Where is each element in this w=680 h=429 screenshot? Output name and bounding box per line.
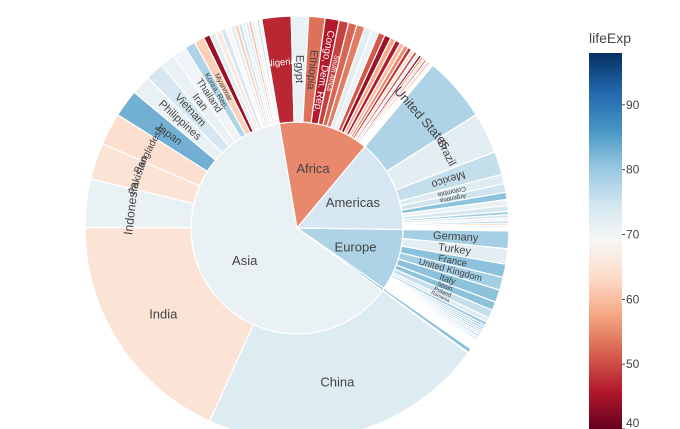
country-label-germany: Germany [433,230,479,245]
country-label-ethiopia: Ethiopia [304,49,320,91]
country-sector-india[interactable] [84,226,255,422]
continent-label-americas: Americas [326,195,381,210]
colorbar-ticks: 40 50 60 70 80 90 [622,98,640,429]
continent-label-europe: Europe [335,239,377,254]
colorbar-title: lifeExp [589,30,631,46]
colorbar-gradient [589,53,622,429]
country-sector-china[interactable] [208,289,469,429]
colorbar-tick-label: 50 [626,357,640,371]
continent-label-asia: Asia [232,253,258,268]
continent-label-africa: Africa [296,161,330,176]
country-label-indonesia: Indonesia [121,181,141,236]
country-label-china: China [320,374,355,389]
country-label-egypt: Egypt [293,55,305,83]
country-label-turkey: Turkey [437,241,472,257]
colorbar-tick-label: 70 [626,228,640,242]
colorbar-tick-label: 90 [626,98,640,112]
colorbar-tick-label: 60 [626,292,640,306]
country-sector[interactable] [402,228,510,232]
colorbar-tick-label: 40 [626,416,640,429]
country-label-nigeria: Nigeria [265,55,296,69]
country-label-argentina: Argentina [439,192,467,204]
colorbar-tick-label: 80 [626,163,640,177]
colorbar: lifeExp 40 50 60 70 80 90 [589,30,640,429]
country-label-india: India [149,307,178,322]
